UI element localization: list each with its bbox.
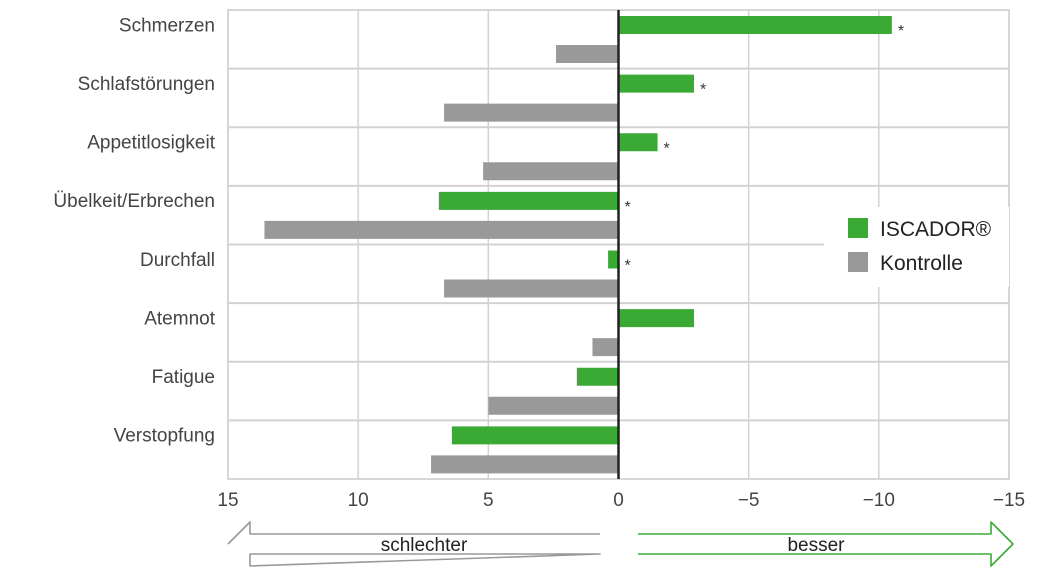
x-tick-label: 0 [613,490,624,511]
category-label: Atemnot [144,308,215,329]
significance-mark: * [625,258,631,275]
bar-kontrolle [431,455,619,474]
arrow-worse [227,521,601,567]
bar-iscador [618,133,658,152]
category-label: Verstopfung [114,426,215,447]
legend-swatch-kontrolle [848,252,868,272]
legend-label-kontrolle: Kontrolle [880,252,963,275]
significance-mark: * [898,23,904,40]
bar-kontrolle [444,279,619,298]
category-label: Fatigue [152,367,215,388]
x-tick-label: −15 [993,490,1025,511]
category-label: Schlafstörungen [78,74,215,95]
bar-kontrolle [556,45,619,63]
significance-mark: * [625,199,631,216]
bar-kontrolle [264,220,619,239]
significance-mark: * [700,82,706,99]
legend-swatch-iscador [848,218,868,238]
arrow-better [638,521,1014,567]
category-label: Durchfall [140,250,215,271]
x-tick-label: −5 [738,490,760,511]
arrow-worse-label: schlechter [381,535,468,556]
bar-iscador [618,16,892,34]
bar-kontrolle [444,103,619,122]
bar-iscador [576,367,619,386]
significance-mark: * [664,140,670,157]
x-tick-label: −10 [863,490,895,511]
category-label: Appetitlosigkeit [87,133,216,154]
arrow-better-label: besser [787,535,845,556]
bar-iscador [438,191,619,210]
bar-iscador [608,250,619,269]
bar-iscador [618,74,694,93]
category-label: Schmerzen [119,15,215,36]
bar-iscador [618,309,694,328]
bar-kontrolle [483,162,619,181]
bar-iscador [451,426,619,445]
x-tick-label: 10 [348,490,369,511]
category-label: Übelkeit/Erbrechen [53,191,215,212]
bar-kontrolle [488,396,619,415]
x-tick-label: 5 [483,490,494,511]
legend-label-iscador: ISCADOR® [880,218,992,241]
x-tick-label: 15 [217,490,238,511]
bar-kontrolle [592,338,619,357]
